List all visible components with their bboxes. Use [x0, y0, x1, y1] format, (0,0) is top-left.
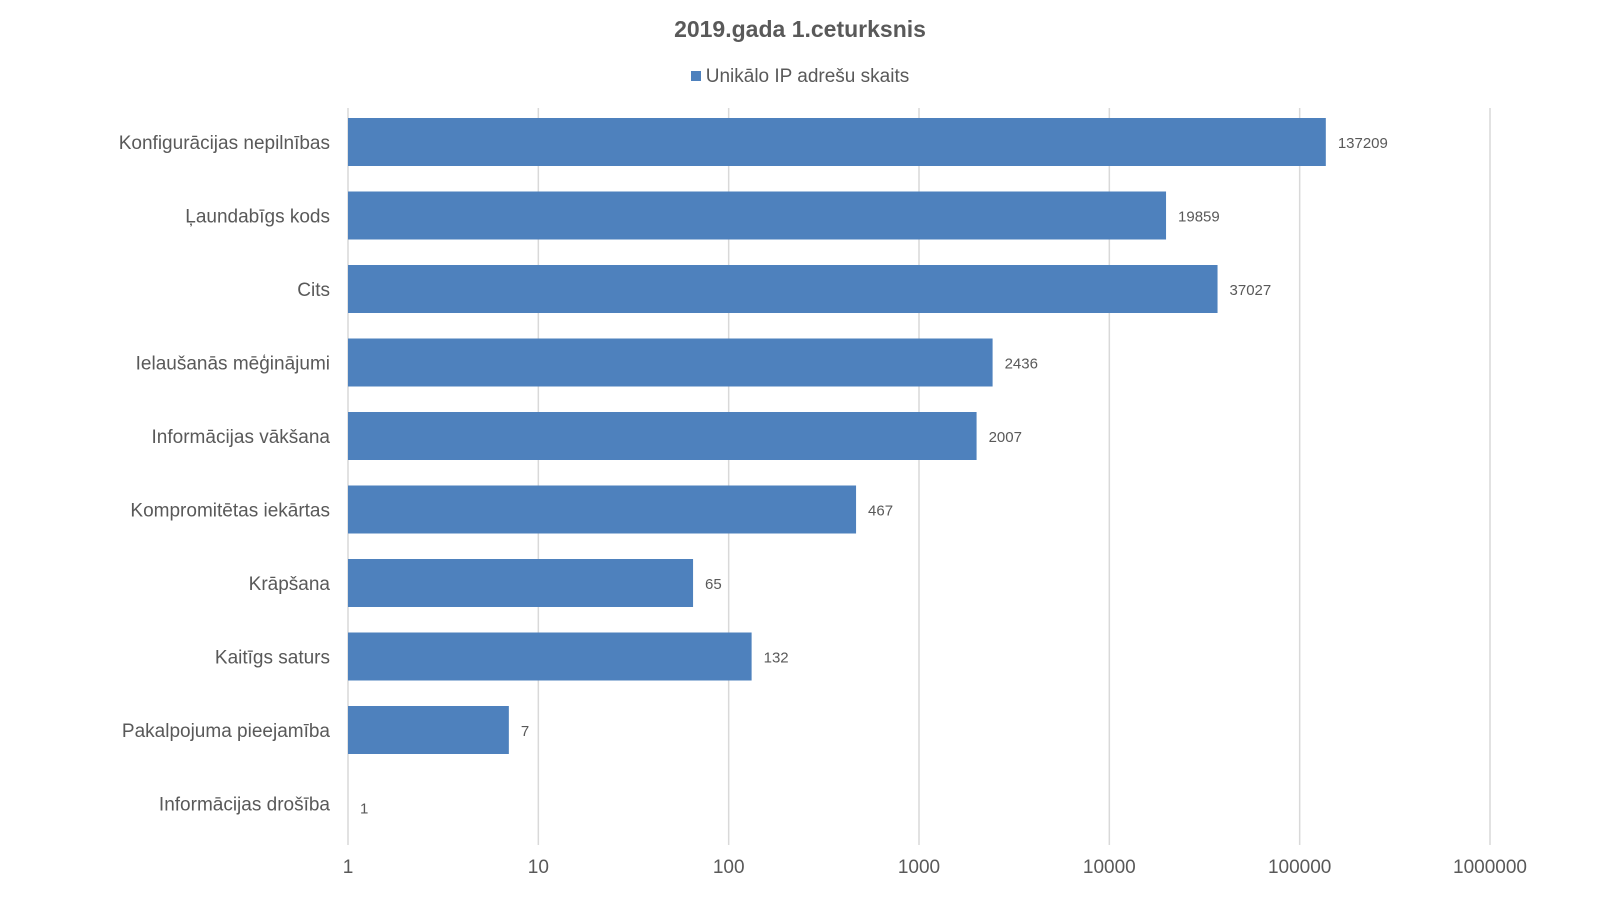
x-tick-label: 10	[528, 857, 549, 878]
legend-label: Unikālo IP adrešu skaits	[705, 66, 910, 87]
legend-swatch	[690, 71, 701, 81]
chart-legend: Unikālo IP adrešu skaits	[0, 66, 1600, 88]
bar	[348, 338, 993, 387]
x-tick-label: 1000000	[1453, 857, 1527, 878]
data-label: 19859	[1178, 209, 1220, 226]
data-label: 2436	[1005, 356, 1038, 373]
bar	[348, 191, 1167, 240]
x-tick-label: 1	[343, 857, 354, 878]
bar	[348, 265, 1218, 313]
category-label: Konfigurācijas nepilnības	[119, 133, 330, 154]
bar	[348, 632, 752, 681]
chart-title: 2019.gada 1.ceturksnis	[674, 16, 926, 42]
data-label: 65	[705, 576, 722, 593]
category-label: Cits	[297, 280, 330, 301]
category-label: Ielaušanās mēģinājumi	[136, 354, 330, 375]
x-tick-label: 100000	[1268, 857, 1331, 878]
category-label: Pakalpojuma pieejamība	[122, 721, 331, 742]
category-label: Krāpšana	[249, 574, 331, 595]
x-tick-label: 1000	[898, 857, 940, 878]
category-label: Kompromitētas iekārtas	[130, 501, 330, 522]
category-label: Kaitīgs saturs	[215, 648, 330, 669]
x-tick-label: 10000	[1083, 857, 1136, 878]
category-label: Ļaundabīgs kods	[185, 207, 330, 228]
data-label: 1	[360, 801, 368, 818]
bar	[348, 706, 509, 754]
category-label: Informācijas drošība	[159, 795, 331, 816]
bar	[348, 559, 694, 607]
bar	[348, 118, 1326, 166]
x-tick-label: 100	[713, 857, 745, 878]
data-label: 2007	[989, 429, 1022, 446]
data-label: 467	[868, 503, 893, 520]
bar	[348, 485, 857, 534]
data-label: 37027	[1230, 282, 1272, 299]
data-label: 137209	[1338, 135, 1388, 152]
bar	[348, 412, 977, 460]
data-label: 132	[764, 650, 789, 667]
data-label: 7	[521, 723, 529, 740]
category-label: Informācijas vākšana	[152, 427, 331, 448]
